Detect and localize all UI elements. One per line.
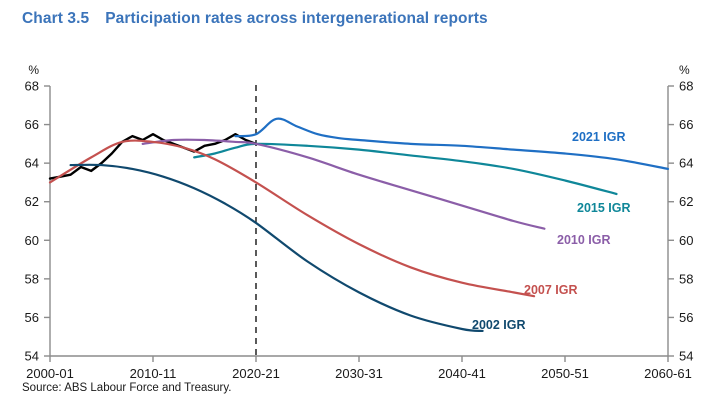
x-tick-label: 2030-31: [335, 366, 383, 381]
series-line-2010-igr: [141, 138, 546, 230]
y-tick-label-right: 62: [679, 194, 693, 209]
series-label-2007-igr: 2007 IGR: [524, 283, 578, 297]
y-tick-label-right: 56: [679, 310, 693, 325]
y-axis-unit-left: %: [28, 63, 39, 77]
x-tick-label: 2040-41: [438, 366, 486, 381]
y-tick-label-right: 54: [679, 349, 693, 364]
series-label-2010-igr: 2010 IGR: [557, 233, 611, 247]
x-tick-label: 2060-61: [644, 366, 692, 381]
series-line-2002-igr: [69, 163, 484, 333]
y-tick-label-right: 58: [679, 271, 693, 286]
y-tick-label-left: 54: [25, 349, 39, 364]
y-axis-unit-right: %: [679, 63, 690, 77]
series-label-2015-igr: 2015 IGR: [577, 201, 631, 215]
series-label-2002-igr: 2002 IGR: [472, 318, 526, 332]
x-tick-label: 2020-21: [232, 366, 280, 381]
series-line-2015-igr: [193, 142, 618, 196]
y-tick-label-right: 66: [679, 117, 693, 132]
y-tick-label-left: 62: [25, 194, 39, 209]
x-tick-label: 2050-51: [541, 366, 589, 381]
x-tick-label: 2000-01: [26, 366, 74, 381]
chart-title: Chart 3.5 Participation rates across inte…: [22, 10, 488, 28]
source-note: Source: ABS Labour Force and Treasury.: [22, 382, 232, 394]
y-tick-label-right: 60: [679, 233, 693, 248]
y-tick-label-left: 60: [25, 233, 39, 248]
chart-number: Chart 3.5: [22, 10, 90, 27]
series-label-2021-igr: 2021 IGR: [572, 130, 626, 144]
y-tick-label-right: 64: [679, 156, 693, 171]
x-tick-label: 2010-11: [130, 366, 177, 381]
y-tick-label-left: 68: [25, 79, 39, 94]
y-tick-label-left: 66: [25, 117, 39, 132]
y-tick-label-left: 56: [25, 310, 39, 325]
y-tick-label-right: 68: [679, 79, 693, 94]
y-tick-label-left: 58: [25, 271, 39, 286]
y-tick-label-left: 64: [25, 156, 39, 171]
chart-title-text: Participation rates across intergenerati…: [105, 10, 488, 27]
series-line-2021-igr: [234, 117, 670, 171]
series-line-2007-igr: [48, 139, 536, 298]
